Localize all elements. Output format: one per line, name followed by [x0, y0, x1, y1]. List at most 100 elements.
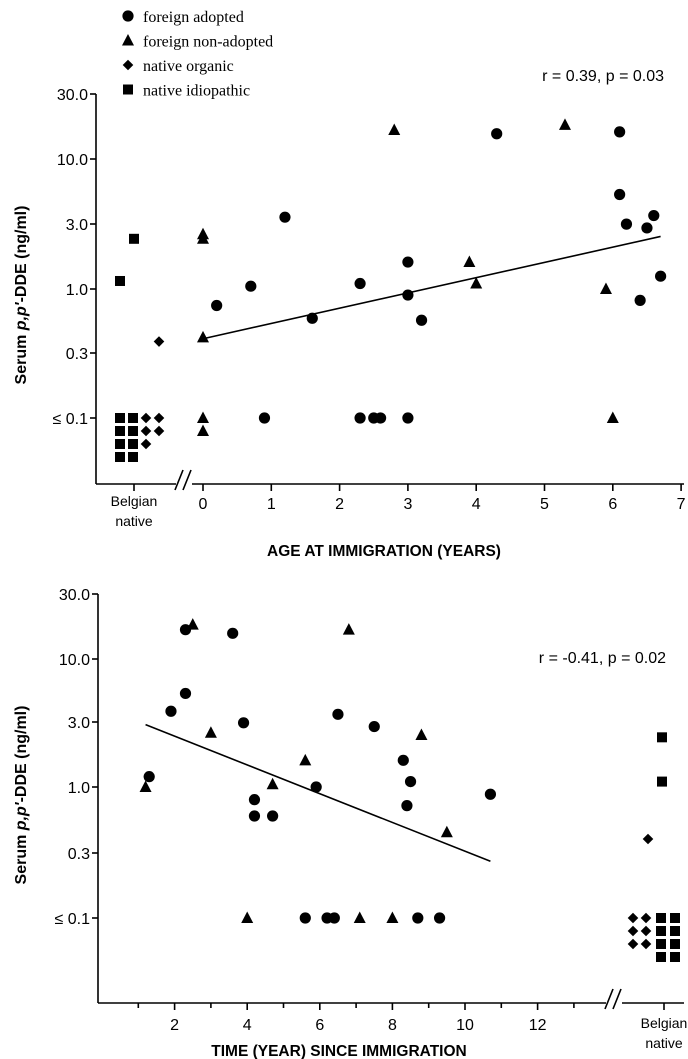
foreign-adopted-point — [248, 810, 261, 822]
native-idiopathic-point — [115, 275, 125, 286]
y-tick-label: 10.0 — [57, 152, 88, 169]
y-axis-title-part: -DDE (ng/ml) — [13, 206, 30, 303]
foreign-adopted-point — [374, 412, 387, 424]
regression-line — [145, 723, 491, 863]
foreign-adopted-point — [279, 211, 291, 223]
x-tick-label: 1 — [267, 496, 276, 513]
native-idiopathic-point — [670, 952, 680, 962]
foreign-adopted-point — [491, 128, 503, 140]
y-tick-label: ≤ 0.1 — [53, 411, 89, 428]
native-organic-point — [140, 412, 152, 424]
y-axis-title-part: Serum — [13, 830, 30, 884]
legend-marker-triangle — [122, 34, 134, 46]
y-tick-label: 30.0 — [59, 587, 90, 604]
x-tick-label: 7 — [677, 496, 686, 513]
y-axis-title: Serum p,p'-DDE (ng/ml) — [13, 206, 30, 385]
axis-break-mark — [612, 988, 622, 1010]
foreign-adopted-point — [245, 280, 257, 292]
legend-label: foreign non-adopted — [143, 34, 273, 51]
foreign-nonadopted-point — [353, 911, 366, 923]
native-idiopathic-point — [656, 913, 666, 923]
native-idiopathic-point — [656, 952, 666, 962]
foreign-nonadopted-point — [558, 118, 571, 130]
x-tick-label: 6 — [608, 496, 617, 513]
y-tick-label: 0.3 — [66, 346, 88, 363]
y-axis-title-part: p,p' — [13, 301, 30, 331]
x-tick-label: 10 — [456, 1017, 474, 1034]
legend-marker-circle — [122, 10, 134, 22]
foreign-adopted-point — [641, 222, 653, 234]
foreign-nonadopted-point — [197, 424, 209, 436]
foreign-adopted-point — [620, 218, 633, 230]
legend-label: native organic — [143, 58, 234, 75]
x-tick-label: 6 — [315, 1017, 324, 1034]
foreign-adopted-point — [354, 412, 366, 424]
y-axis-title-part: p,p' — [13, 801, 30, 831]
foreign-adopted-point — [237, 717, 250, 729]
native-organic-point — [140, 438, 152, 450]
foreign-adopted-point — [404, 775, 417, 788]
native-idiopathic-point — [129, 233, 139, 244]
foreign-nonadopted-point — [139, 780, 152, 792]
foreign-adopted-point — [484, 788, 497, 800]
foreign-adopted-point — [165, 705, 177, 717]
foreign-nonadopted-point — [415, 728, 428, 741]
native-idiopathic-point — [656, 926, 666, 936]
legend-label: foreign adopted — [143, 9, 244, 26]
foreign-adopted-point — [412, 912, 424, 924]
foreign-nonadopted-point — [197, 411, 209, 423]
foreign-adopted-point — [415, 314, 428, 326]
native-idiopathic-point — [670, 926, 680, 936]
foreign-nonadopted-point — [463, 255, 476, 268]
foreign-nonadopted-point — [299, 753, 312, 766]
foreign-adopted-point — [310, 781, 322, 793]
axis-break-mark — [174, 469, 184, 491]
foreign-adopted-point — [267, 810, 279, 822]
regression-line — [202, 235, 661, 340]
native-idiopathic-point — [656, 939, 666, 949]
foreign-nonadopted-point — [440, 825, 453, 838]
foreign-nonadopted-point — [342, 623, 355, 635]
foreign-adopted-point — [402, 256, 414, 268]
y-tick-label: 1.0 — [68, 780, 90, 797]
y-tick-label: 0.3 — [68, 846, 90, 863]
x-tick-label: 5 — [540, 496, 549, 513]
foreign-adopted-point — [634, 294, 646, 306]
foreign-adopted-point — [614, 188, 626, 201]
native-organic-point — [640, 912, 652, 924]
legend: foreign adopted foreign non-adopted native… — [122, 9, 273, 100]
foreign-adopted-point — [179, 687, 192, 700]
y-axis-title-part: Serum — [13, 330, 30, 384]
native-organic-point — [153, 336, 165, 347]
axis-break-mark — [604, 988, 614, 1010]
foreign-nonadopted-point — [606, 411, 619, 423]
native-organic-point — [642, 833, 654, 845]
foreign-adopted-point — [354, 277, 366, 290]
native-idiopathic-point — [115, 413, 125, 423]
foreign-adopted-point — [143, 771, 155, 783]
foreign-adopted-point — [648, 209, 660, 222]
y-axis-title-part: -DDE (ng/ml) — [13, 706, 30, 803]
foreign-adopted-point — [402, 412, 414, 424]
legend-marker-diamond — [122, 59, 134, 71]
foreign-adopted-point — [397, 754, 409, 766]
foreign-adopted-point — [401, 800, 413, 812]
foreign-nonadopted-point — [266, 777, 279, 790]
x-category-label: Belgian — [641, 1015, 688, 1031]
x-tick-label: 4 — [472, 496, 481, 513]
foreign-adopted-point — [227, 627, 239, 639]
y-tick-label: 30.0 — [57, 87, 88, 104]
x-tick-label: 12 — [529, 1017, 547, 1034]
foreign-adopted-point — [433, 912, 446, 924]
foreign-nonadopted-point — [241, 911, 254, 923]
native-organic-point — [153, 412, 165, 424]
native-organic-point — [140, 425, 152, 437]
chart-panel-time-since-immigration: 30.0 10.0 3.0 1.0 0.3 ≤ 0.1 2 4 6 8 10 12 Belgian nat… — [13, 587, 687, 1059]
native-idiopathic-point — [128, 439, 138, 449]
x-tick-label: 2 — [335, 496, 344, 513]
native-organic-point — [627, 925, 639, 937]
native-idiopathic-point — [670, 913, 680, 923]
x-axis-title: AGE AT IMMIGRATION (YEARS) — [267, 543, 501, 560]
foreign-adopted-point — [332, 708, 344, 720]
